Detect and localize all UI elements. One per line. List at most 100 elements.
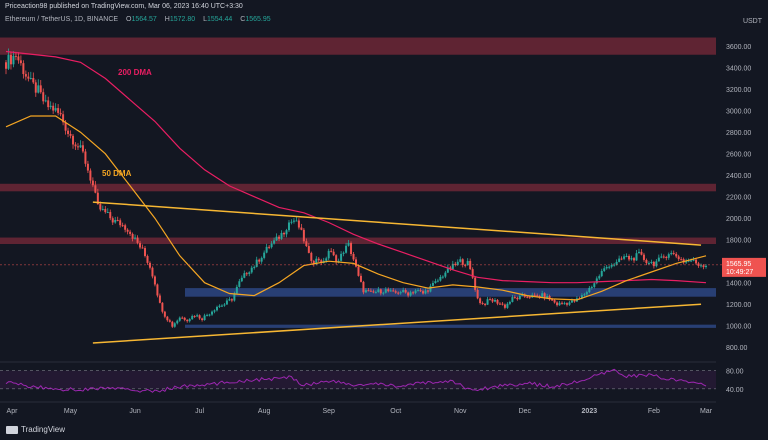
candle-body [67, 130, 70, 134]
candle-body [126, 229, 129, 232]
candle-body [213, 310, 216, 312]
candle-body [615, 261, 618, 265]
candle-body [652, 261, 655, 267]
candle-body [372, 291, 375, 293]
candle-body [134, 237, 137, 239]
time-axis: Apr May Jun Jul Aug Sep Oct Nov Dec 2023 Feb Mar [0, 401, 716, 415]
candle-body [556, 302, 559, 306]
candle-body [692, 259, 695, 261]
candle-body [22, 63, 25, 75]
symbol-name: Ethereum / TetherUS, 1D, BINANCE [5, 16, 119, 23]
candle-body [533, 294, 536, 296]
candle-body [481, 303, 484, 305]
time-tick-label: Jun [129, 408, 140, 415]
candle-body [258, 259, 261, 262]
candle-body [32, 78, 35, 83]
candle-body [501, 303, 504, 305]
candle-body [705, 265, 707, 268]
candle-body [429, 285, 432, 292]
candle-body [153, 276, 156, 285]
price-tick-label: 800.00 [726, 345, 748, 352]
ohlc-high-label: H [164, 16, 170, 23]
candle-body [302, 229, 305, 242]
candle-body [434, 281, 437, 283]
candle-body [364, 290, 367, 293]
time-tick-label: May [64, 408, 78, 415]
candle-body [151, 267, 154, 277]
candle-body [72, 135, 75, 145]
candle-body [17, 56, 20, 61]
tradingview-logo-icon [6, 425, 18, 434]
candle-body [337, 260, 340, 262]
candle-body [283, 232, 286, 235]
candle-body [608, 266, 611, 268]
candle-body [657, 257, 660, 262]
candle-body [583, 294, 586, 296]
candle-body [320, 260, 323, 263]
candle-body [543, 293, 546, 299]
last-price-badge [722, 257, 766, 277]
candle-body [285, 230, 288, 235]
zones-layer [0, 37, 716, 328]
candle-body [198, 315, 201, 319]
price-tick-label: 2400.00 [726, 173, 751, 180]
candle-body [518, 295, 521, 300]
candle-body [191, 316, 194, 320]
candle-body [570, 300, 573, 303]
moving-averages-layer [5, 50, 707, 301]
candle-body [248, 272, 251, 274]
candle-body [42, 92, 45, 102]
candle-body [57, 108, 60, 113]
candle-body [47, 100, 50, 108]
candle-body [228, 299, 231, 301]
candle-body [419, 290, 422, 292]
candle-body [623, 256, 626, 259]
candle-body [315, 258, 318, 265]
candle-body [183, 317, 186, 320]
candle-body [176, 320, 179, 324]
candle-body [146, 255, 149, 263]
candle-body [188, 319, 191, 322]
candle-body [119, 220, 122, 226]
candle-body [464, 264, 467, 266]
trendlines-layer [92, 201, 702, 344]
price-unit: USDT [742, 18, 762, 25]
candle-body [79, 145, 82, 148]
candle-body [74, 144, 77, 147]
candle-body [230, 299, 233, 301]
candle-body [69, 133, 72, 136]
candle-body [536, 295, 539, 297]
candle-body [551, 299, 554, 301]
candle-body [287, 222, 290, 231]
candle-body [417, 290, 420, 292]
candle-body [260, 257, 263, 262]
candle-body [389, 290, 392, 292]
candle-body [109, 212, 112, 219]
candle-body [409, 292, 412, 296]
candle-body [141, 247, 144, 249]
candle-body [208, 314, 211, 316]
candle-body [541, 293, 544, 298]
candle-body [474, 277, 477, 290]
symbol-line: Ethereum / TetherUS, 1D, BINANCE O1564.5… [5, 16, 271, 23]
candle-body [96, 192, 99, 205]
candle-body [345, 245, 348, 253]
candle-body [580, 295, 583, 299]
candle-body [101, 208, 104, 210]
candle-body [377, 289, 380, 293]
candle-body [397, 292, 400, 294]
candle-body [243, 273, 246, 278]
candle-body [350, 242, 353, 254]
candle-body [660, 256, 663, 258]
candle-body [538, 295, 541, 298]
last-price-label: 1565.95 [726, 261, 751, 268]
time-tick-label: Feb [648, 408, 660, 415]
candle-body [19, 60, 22, 64]
support-zone [185, 324, 716, 328]
candle-body [603, 268, 606, 272]
candle-body [695, 259, 698, 264]
candle-body [347, 242, 350, 246]
candle-body [290, 221, 293, 223]
price-tick-label: 2200.00 [726, 195, 751, 202]
